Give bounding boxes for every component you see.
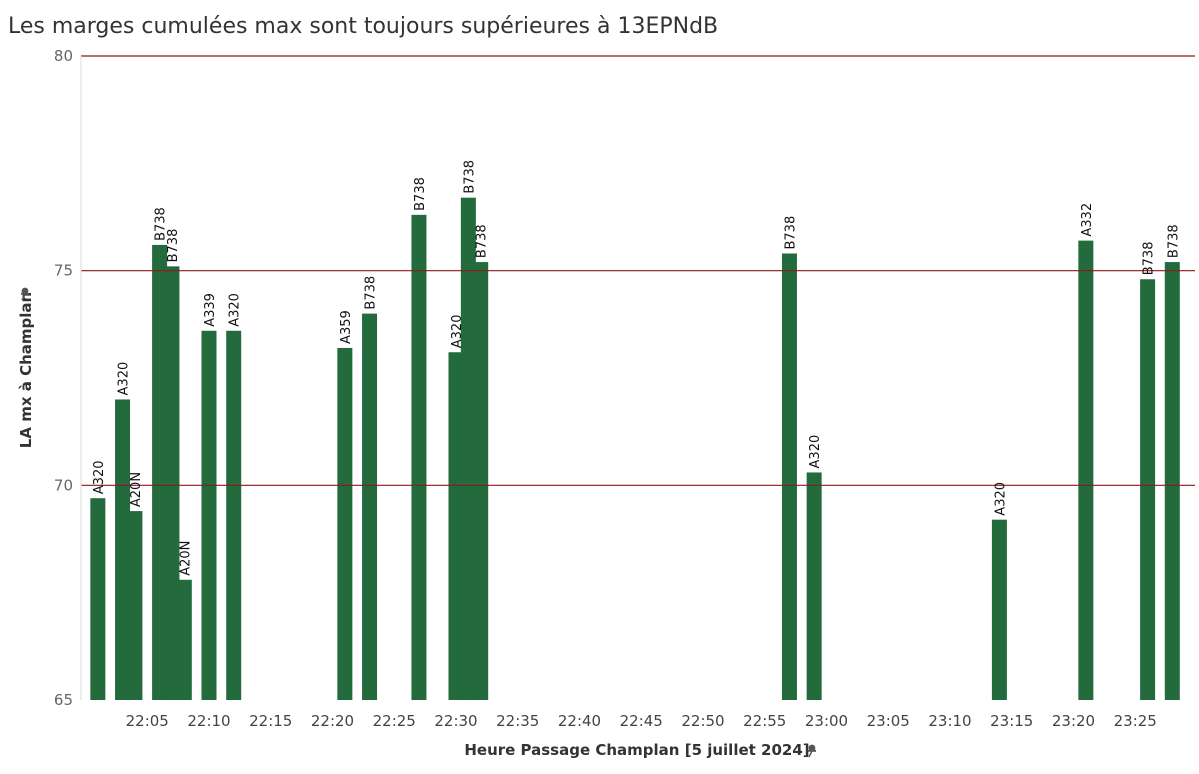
bar-label: A320	[117, 362, 132, 396]
bar[interactable]	[152, 244, 168, 700]
bar[interactable]	[460, 197, 476, 700]
x-axis-title: Heure Passage Champlan [5 juillet 2024]	[464, 741, 809, 759]
bar-label: B738	[413, 177, 428, 211]
bar[interactable]	[90, 498, 106, 700]
bar[interactable]	[1164, 262, 1180, 700]
bar-label: B738	[364, 276, 379, 310]
pin-icon[interactable]	[808, 744, 816, 758]
x-tick-label: 23:15	[990, 712, 1033, 730]
bar-label: A320	[92, 460, 107, 494]
bar[interactable]	[473, 262, 489, 700]
y-tick-label: 80	[54, 47, 73, 65]
x-tick-label: 23:25	[1114, 712, 1157, 730]
x-tick-label: 22:50	[681, 712, 724, 730]
bar-label: A320	[993, 482, 1008, 516]
x-tick-label: 22:30	[434, 712, 477, 730]
bar-label: A359	[339, 310, 354, 344]
bar[interactable]	[806, 472, 822, 700]
bar[interactable]	[991, 519, 1007, 700]
bar-label: A20N	[129, 472, 144, 507]
bar[interactable]	[1078, 240, 1094, 700]
bar-label: B738	[475, 224, 490, 258]
bar[interactable]	[201, 330, 217, 700]
x-tick-label: 23:10	[928, 712, 971, 730]
bar[interactable]	[411, 214, 427, 700]
bar-label: B738	[1142, 242, 1157, 276]
x-tick-label: 22:45	[620, 712, 663, 730]
bar-label: A332	[1080, 203, 1095, 237]
x-tick-label: 23:00	[805, 712, 848, 730]
x-tick-label: 22:25	[373, 712, 416, 730]
bar-label: B738	[462, 160, 477, 194]
x-tick-label: 22:35	[496, 712, 539, 730]
bar[interactable]	[1140, 279, 1156, 700]
bar[interactable]	[448, 352, 464, 700]
bar-label: A320	[808, 435, 823, 469]
y-axis-title: LA mx à Champlan	[17, 292, 35, 448]
bar-label: B738	[783, 216, 798, 250]
x-tick-label: 22:10	[187, 712, 230, 730]
bar[interactable]	[337, 347, 353, 700]
reference-lines	[81, 55, 1195, 486]
x-tick-label: 22:55	[743, 712, 786, 730]
bar-label: A320	[450, 315, 465, 349]
bars	[90, 197, 1180, 700]
x-tick-label: 23:05	[867, 712, 910, 730]
y-axis-ticks: 65 70 75 80	[54, 47, 73, 709]
y-tick-label: 70	[54, 476, 73, 494]
y-tick-label: 75	[54, 262, 73, 280]
bar[interactable]	[164, 266, 180, 700]
x-tick-label: 22:15	[249, 712, 292, 730]
bar[interactable]	[226, 330, 242, 700]
bar[interactable]	[781, 253, 797, 700]
bar[interactable]	[176, 579, 192, 700]
chart-title: Les marges cumulées max sont toujours su…	[8, 14, 719, 39]
bar[interactable]	[127, 511, 143, 700]
bar[interactable]	[362, 313, 378, 700]
bar-label: A320	[228, 293, 243, 327]
bar-label: B738	[154, 207, 169, 241]
bar-label: B738	[1166, 224, 1181, 258]
x-axis-ticks: 22:05 22:10 22:15 22:20 22:25 22:30 22:35 22:40…	[126, 712, 1157, 730]
bar-label: A20N	[178, 541, 193, 576]
bar[interactable]	[115, 399, 131, 700]
x-tick-label: 23:20	[1052, 712, 1095, 730]
x-tick-label: 22:40	[558, 712, 601, 730]
x-tick-label: 22:05	[126, 712, 169, 730]
y-tick-label: 65	[54, 691, 73, 709]
pin-icon[interactable]	[21, 287, 29, 301]
bar-label: A339	[203, 293, 218, 327]
x-tick-label: 22:20	[311, 712, 354, 730]
bar-label: B738	[166, 229, 181, 263]
